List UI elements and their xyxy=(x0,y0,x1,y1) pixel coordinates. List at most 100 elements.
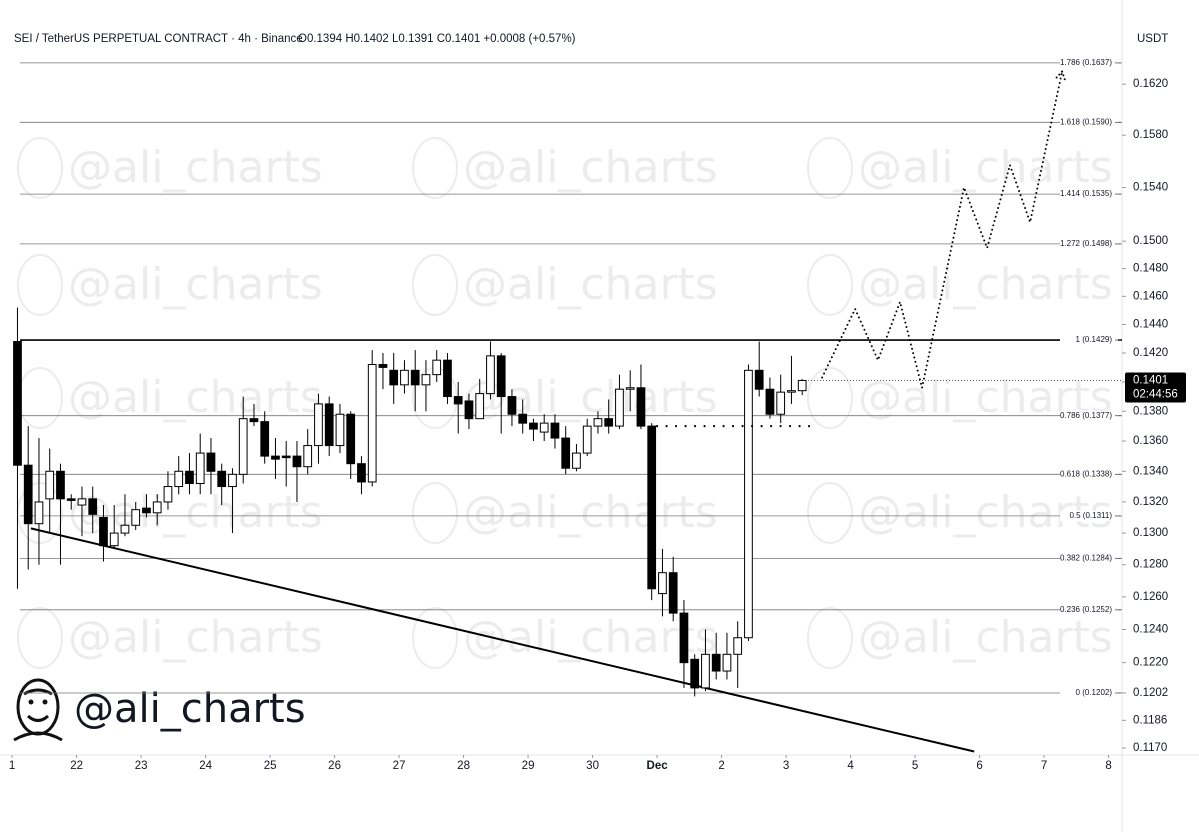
candle-body xyxy=(787,390,796,393)
candle-body xyxy=(206,452,216,472)
y-tick-label: 0.1340 xyxy=(1133,465,1168,477)
watermark-text: @ali_charts xyxy=(463,487,718,538)
candle-body xyxy=(744,369,753,639)
level-label-bg xyxy=(1060,335,1118,346)
watermark-face xyxy=(807,137,853,199)
candle-body xyxy=(701,653,710,689)
brand: @ali_charts xyxy=(74,686,306,732)
x-tick-label: 5 xyxy=(912,760,918,772)
level-label: 1.272 (0.1498) xyxy=(1060,239,1112,248)
candle-body xyxy=(66,498,76,501)
candle-body xyxy=(604,418,614,427)
x-tick-label: 2 xyxy=(718,760,724,772)
watermark-face xyxy=(807,367,853,429)
chart-title: SEI / TetherUS PERPETUAL CONTRACT · 4h ·… xyxy=(14,33,303,45)
watermark-text: @ali_charts xyxy=(463,612,718,663)
candle-body xyxy=(443,359,452,398)
candle-body xyxy=(625,387,635,390)
y-tick-label: 0.1460 xyxy=(1133,290,1168,302)
watermark-text: @ali_charts xyxy=(68,259,323,310)
y-tick-label: 0.1420 xyxy=(1133,347,1168,359)
candle-body xyxy=(228,473,237,488)
x-tick-label: 27 xyxy=(393,760,406,772)
watermark-text: @ali_charts xyxy=(68,612,323,663)
candle-body xyxy=(593,418,603,427)
x-tick-label: 22 xyxy=(70,760,83,772)
candle-body xyxy=(647,425,657,590)
candle-body xyxy=(120,524,130,534)
candle-body xyxy=(733,637,743,655)
y-tick-label: 0.1170 xyxy=(1133,742,1167,754)
x-tick-label: 29 xyxy=(522,760,535,772)
candle-body xyxy=(658,572,667,595)
x-tick-label: 8 xyxy=(1105,760,1111,772)
x-tick-label: 7 xyxy=(1041,760,1047,772)
candle-body xyxy=(722,653,732,672)
candle-body xyxy=(109,532,119,547)
level-label: 1.618 (0.1590) xyxy=(1060,117,1112,126)
x-tick-label: 6 xyxy=(976,760,982,772)
logo-eye xyxy=(28,699,34,705)
x-tick-label: 28 xyxy=(457,760,470,772)
watermark-face xyxy=(17,254,63,316)
candle-body xyxy=(765,388,775,415)
watermark-face xyxy=(807,607,853,669)
candle-body xyxy=(754,369,764,390)
candle-body xyxy=(13,341,22,466)
candle-body xyxy=(378,364,388,368)
candle-body xyxy=(88,498,98,515)
candle-body xyxy=(410,369,420,386)
candle-body xyxy=(679,612,689,664)
y-tick-label: 0.1380 xyxy=(1133,405,1168,417)
level-label: 1.786 (0.1637) xyxy=(1060,58,1112,67)
watermark-text: @ali_charts xyxy=(68,487,323,538)
y-tick-label: 0.1202 xyxy=(1133,687,1168,699)
candle-body xyxy=(475,393,485,420)
candle-body xyxy=(432,359,442,376)
y-tick-label: 0.1500 xyxy=(1133,235,1168,247)
logo-eye xyxy=(42,699,48,705)
candle-body xyxy=(507,396,517,415)
watermark-text: @ali_charts xyxy=(463,259,718,310)
y-tick-label: 0.1480 xyxy=(1133,263,1168,275)
watermark-text: @ali_charts xyxy=(858,259,1113,310)
candle-body xyxy=(496,355,506,398)
candle-body xyxy=(163,486,173,503)
countdown: 02:44:56 xyxy=(1133,388,1178,400)
x-tick-label: 3 xyxy=(783,760,789,772)
x-tick-label: 24 xyxy=(199,760,212,772)
candle-body xyxy=(690,658,700,689)
candle-body xyxy=(636,387,646,427)
level-label: 0 (0.1202) xyxy=(1076,688,1113,697)
x-tick-label: 25 xyxy=(264,760,277,772)
level-label-bg xyxy=(1060,117,1118,128)
candle-body xyxy=(195,452,205,484)
watermark-layer: @ali_charts @ali_charts @ali_charts @ali_ch… xyxy=(17,137,1113,669)
logo-face xyxy=(16,678,60,736)
candle-body xyxy=(711,653,721,672)
trendline xyxy=(30,527,975,753)
candle-body xyxy=(56,470,65,500)
candle-body xyxy=(238,418,248,475)
candle-body xyxy=(292,455,302,468)
x-tick-label: 30 xyxy=(586,760,599,772)
candle-body xyxy=(142,507,151,514)
candle-body xyxy=(572,452,581,469)
candle-body xyxy=(346,413,356,465)
y-tick-label: 0.1186 xyxy=(1133,714,1167,726)
candle-body xyxy=(99,516,108,547)
x-tick-label: 4 xyxy=(847,760,854,772)
logo-shoulders xyxy=(13,731,63,742)
level-label: 1.414 (0.1535) xyxy=(1060,189,1112,198)
candle-body xyxy=(314,403,323,447)
level-label-bg xyxy=(1060,604,1118,615)
candle-body xyxy=(324,403,334,447)
candle-body xyxy=(271,455,280,460)
level-label: 0.236 (0.1252) xyxy=(1060,605,1112,614)
watermark-text: @ali_charts xyxy=(68,142,323,193)
candle-body xyxy=(400,369,409,386)
level-label-bg xyxy=(1060,687,1118,698)
candle-body xyxy=(367,364,377,483)
y-tick-label: 0.1540 xyxy=(1133,182,1168,194)
